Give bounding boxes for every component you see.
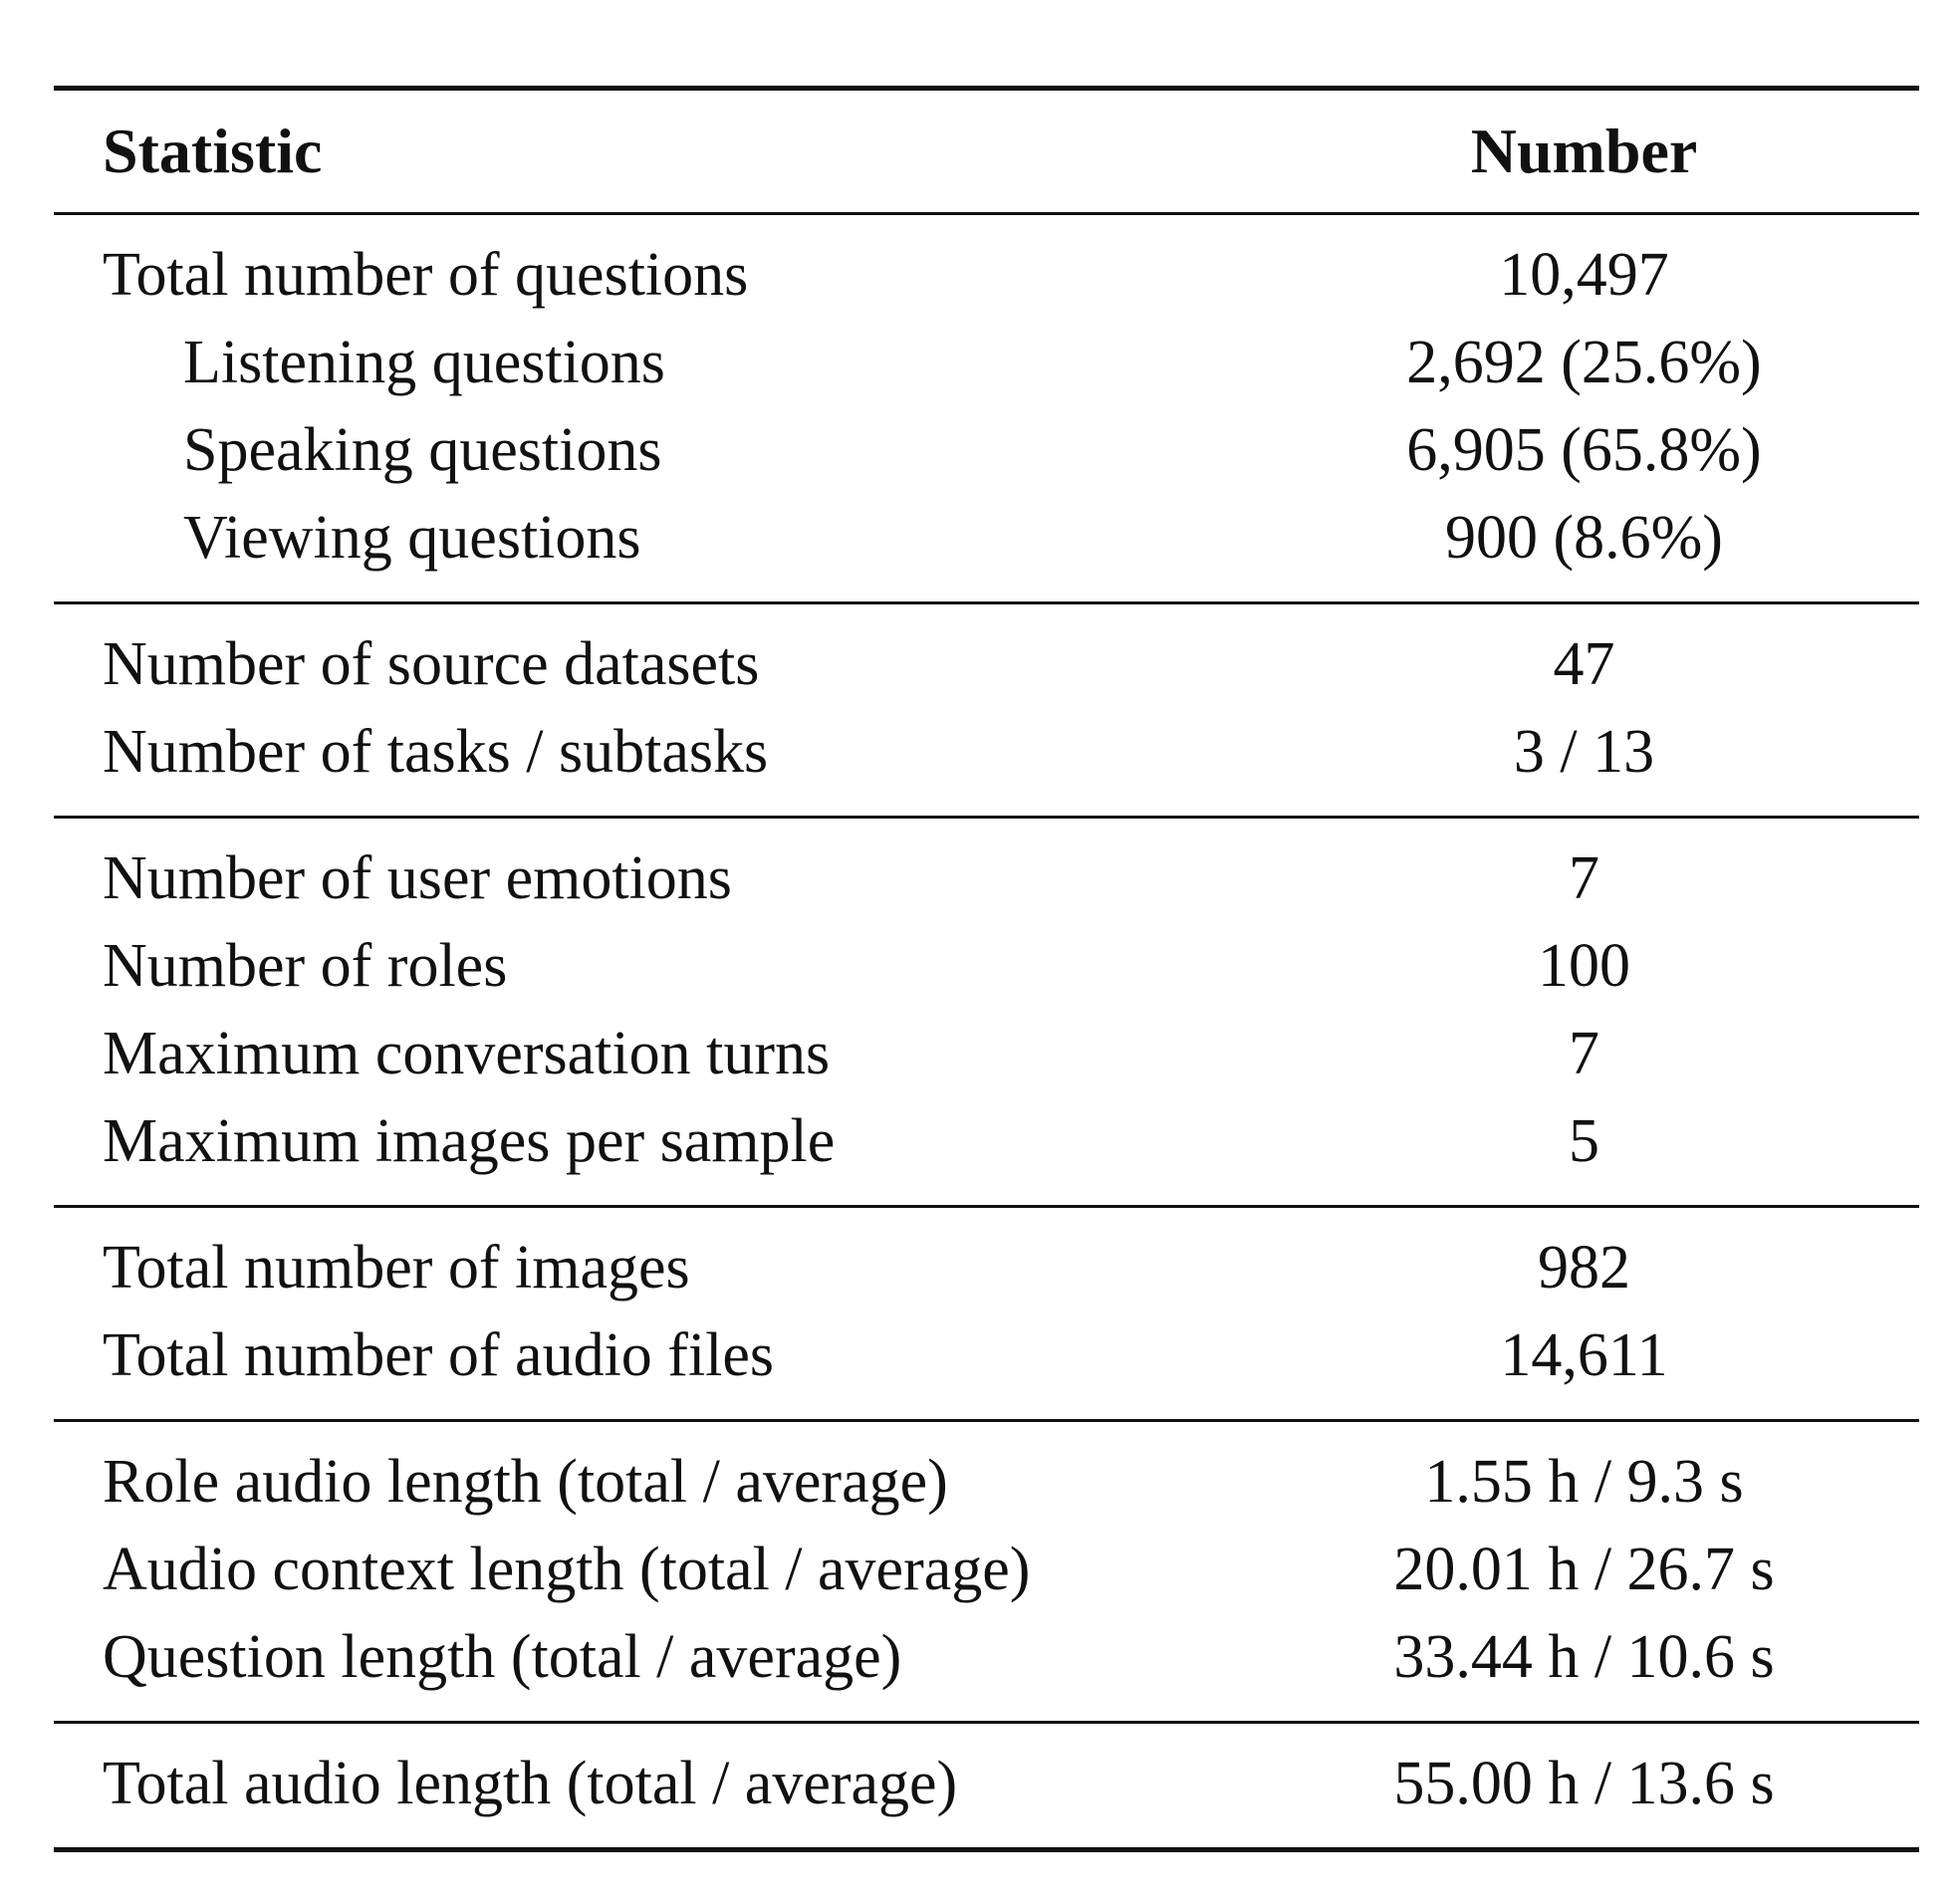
row-label: Number of source datasets <box>103 629 760 698</box>
row-group: Total audio length (total / average) 55.0… <box>54 1724 1919 1847</box>
row-label: Viewing questions <box>183 503 641 572</box>
row-label: Role audio length (total / average) <box>103 1447 948 1516</box>
row-value: 982 <box>1538 1233 1630 1302</box>
row-value: 7 <box>1569 843 1599 912</box>
top-rule <box>54 86 1919 91</box>
table-row: Total number of questions 10,497 <box>54 231 1919 319</box>
table-row: Number of roles 100 <box>54 922 1919 1010</box>
row-label: Question length (total / average) <box>103 1622 902 1691</box>
table-row: Maximum conversation turns 7 <box>54 1010 1919 1097</box>
section-rule <box>54 816 1919 819</box>
row-value: 1.55 h / 9.3 s <box>1424 1447 1744 1516</box>
row-label: Total number of audio files <box>103 1320 775 1389</box>
row-label: Audio context length (total / average) <box>103 1535 1031 1603</box>
row-value: 100 <box>1538 931 1630 1000</box>
row-value: 14,611 <box>1500 1320 1668 1389</box>
row-value: 55.00 h / 13.6 s <box>1393 1749 1775 1817</box>
row-group: Total number of questions 10,497 Listening… <box>54 215 1919 601</box>
row-label: Maximum images per sample <box>103 1106 836 1175</box>
row-value: 2,692 (25.6%) <box>1406 328 1762 396</box>
header-rule <box>54 212 1919 215</box>
row-value: 5 <box>1569 1106 1599 1175</box>
row-label: Maximum conversation turns <box>103 1019 831 1087</box>
row-value: 6,905 (65.8%) <box>1406 415 1762 484</box>
header-number: Number <box>1470 116 1698 186</box>
row-group: Number of source datasets 47 Number of tas… <box>54 604 1919 816</box>
bottom-rule <box>54 1847 1919 1852</box>
table-row: Total audio length (total / average) 55.0… <box>54 1740 1919 1827</box>
header-statistic: Statistic <box>103 116 323 186</box>
table-row: Total number of images 982 <box>54 1224 1919 1311</box>
table-body: Total number of questions 10,497 Listening… <box>54 215 1919 1847</box>
row-label: Total number of images <box>103 1233 690 1302</box>
table-row: Listening questions 2,692 (25.6%) <box>54 319 1919 406</box>
row-group: Number of user emotions 7 Number of roles 1… <box>54 819 1919 1205</box>
row-group: Role audio length (total / average) 1.55 … <box>54 1422 1919 1721</box>
row-value: 3 / 13 <box>1513 717 1655 786</box>
row-label: Total number of questions <box>103 240 749 309</box>
row-value: 7 <box>1569 1019 1599 1087</box>
table-row: Role audio length (total / average) 1.55 … <box>54 1438 1919 1526</box>
table-row: Maximum images per sample 5 <box>54 1097 1919 1185</box>
row-group: Total number of images 982 Total number of… <box>54 1208 1919 1419</box>
table-row: Speaking questions 6,905 (65.8%) <box>54 406 1919 494</box>
table-row: Total number of audio files 14,611 <box>54 1311 1919 1399</box>
row-value: 900 (8.6%) <box>1445 503 1723 572</box>
table-header: Statistic Number <box>54 91 1919 212</box>
section-rule <box>54 1721 1919 1724</box>
row-label: Speaking questions <box>183 415 662 484</box>
table-row: Audio context length (total / average) 20… <box>54 1526 1919 1613</box>
table-row: Number of source datasets 47 <box>54 620 1919 708</box>
row-label: Number of user emotions <box>103 843 732 912</box>
row-label: Number of tasks / subtasks <box>103 717 769 786</box>
row-value: 47 <box>1553 629 1615 698</box>
section-rule <box>54 1419 1919 1422</box>
table-row: Question length (total / average) 33.44 h… <box>54 1613 1919 1701</box>
row-label: Number of roles <box>103 931 508 1000</box>
row-label: Listening questions <box>183 328 665 396</box>
table-row: Number of tasks / subtasks 3 / 13 <box>54 708 1919 796</box>
table-row: Number of user emotions 7 <box>54 834 1919 922</box>
row-label: Total audio length (total / average) <box>103 1749 958 1817</box>
section-rule <box>54 601 1919 604</box>
row-value: 10,497 <box>1499 240 1669 309</box>
statistics-table: Statistic Number Total number of questio… <box>54 86 1919 1852</box>
row-value: 33.44 h / 10.6 s <box>1393 1622 1775 1691</box>
row-value: 20.01 h / 26.7 s <box>1393 1535 1775 1603</box>
section-rule <box>54 1205 1919 1208</box>
table-row: Viewing questions 900 (8.6%) <box>54 494 1919 582</box>
